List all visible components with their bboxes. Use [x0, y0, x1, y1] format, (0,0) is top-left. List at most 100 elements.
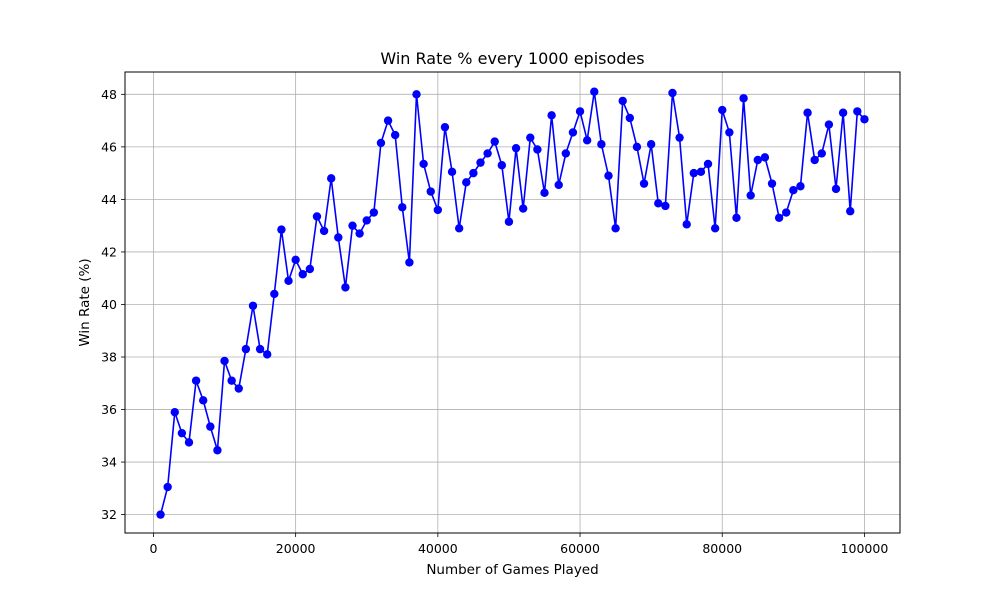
data-point	[341, 283, 350, 292]
x-tick-label: 60000	[560, 541, 600, 556]
data-point	[689, 168, 699, 178]
data-point	[838, 108, 848, 117]
data-point	[191, 376, 201, 385]
y-axis-title: Win Rate (%)	[77, 258, 93, 346]
data-point	[554, 180, 563, 190]
data-point	[632, 142, 642, 152]
data-point	[853, 107, 862, 116]
y-tick-label: 38	[101, 350, 117, 365]
data-point	[490, 137, 499, 146]
data-point	[462, 178, 471, 187]
data-point	[803, 108, 812, 117]
data-point	[199, 396, 208, 405]
data-point	[774, 213, 784, 222]
data-point	[234, 384, 243, 393]
series-layer	[156, 87, 869, 519]
series-line	[159, 90, 866, 515]
data-point	[796, 182, 805, 191]
data-point	[682, 220, 691, 229]
data-point	[241, 344, 251, 354]
data-point	[284, 276, 293, 286]
data-point	[718, 105, 727, 115]
x-tick-label: 100000	[841, 541, 889, 556]
data-point	[447, 167, 457, 177]
data-point	[561, 149, 571, 158]
data-point	[518, 204, 528, 213]
x-tick-label: 0	[149, 541, 157, 556]
data-point	[767, 179, 777, 188]
data-point	[696, 167, 706, 177]
data-point	[426, 187, 435, 196]
x-tick-label: 40000	[418, 541, 458, 556]
data-point	[540, 188, 549, 198]
data-point	[206, 422, 215, 431]
data-point	[860, 115, 869, 124]
data-point	[526, 133, 535, 142]
y-tick-label: 34	[101, 455, 117, 470]
data-point	[831, 184, 841, 194]
data-point	[298, 270, 307, 279]
data-point	[369, 208, 379, 217]
data-point	[362, 216, 371, 225]
data-point	[725, 128, 734, 137]
data-point	[618, 96, 627, 106]
data-point	[497, 161, 507, 170]
data-point	[604, 171, 613, 180]
data-point	[575, 107, 585, 116]
y-tick-label: 46	[101, 139, 117, 154]
data-point	[590, 87, 599, 96]
y-tick-label: 44	[101, 192, 117, 207]
data-point	[646, 140, 656, 149]
y-tick-label: 32	[101, 507, 117, 522]
data-point	[312, 212, 322, 221]
data-point	[789, 186, 798, 195]
data-point	[220, 356, 229, 366]
data-point	[611, 224, 620, 233]
plot-frame	[124, 71, 901, 534]
data-point	[440, 122, 450, 132]
x-axis-title: Number of Games Played	[426, 562, 598, 578]
data-point	[469, 168, 478, 178]
data-point	[739, 94, 748, 103]
data-point	[163, 482, 172, 492]
data-point	[270, 289, 279, 299]
data-point	[326, 174, 336, 183]
data-point	[597, 140, 606, 149]
data-point	[398, 203, 407, 212]
data-point	[291, 255, 300, 265]
data-point	[810, 155, 819, 165]
data-point	[177, 428, 187, 438]
data-point	[433, 205, 443, 215]
data-point	[227, 376, 236, 385]
data-point	[213, 446, 222, 455]
y-tick-label: 48	[101, 87, 117, 102]
data-point	[824, 120, 834, 129]
data-point	[782, 208, 791, 217]
data-point	[547, 111, 556, 120]
data-point	[248, 301, 258, 310]
data-point	[263, 350, 272, 359]
data-point	[568, 128, 578, 137]
y-tick-label: 40	[101, 297, 117, 312]
data-point	[846, 207, 855, 216]
data-point	[355, 229, 364, 238]
x-tick-label: 80000	[702, 541, 742, 556]
data-point	[348, 221, 357, 230]
data-point	[668, 88, 677, 98]
data-point	[319, 226, 329, 236]
axis-ticks: 0 20000 40000 60000 80000 100000 32 34 36 38 40 42 4…	[101, 87, 888, 556]
x-tick-label: 20000	[276, 541, 316, 556]
data-point	[675, 133, 684, 142]
data-point	[746, 191, 755, 200]
data-point	[412, 90, 421, 99]
data-point	[277, 225, 286, 234]
y-tick-label: 42	[101, 244, 117, 259]
data-point	[476, 158, 485, 167]
data-point	[390, 130, 400, 140]
data-point	[334, 233, 343, 242]
data-point	[504, 217, 514, 226]
data-point	[760, 153, 770, 162]
